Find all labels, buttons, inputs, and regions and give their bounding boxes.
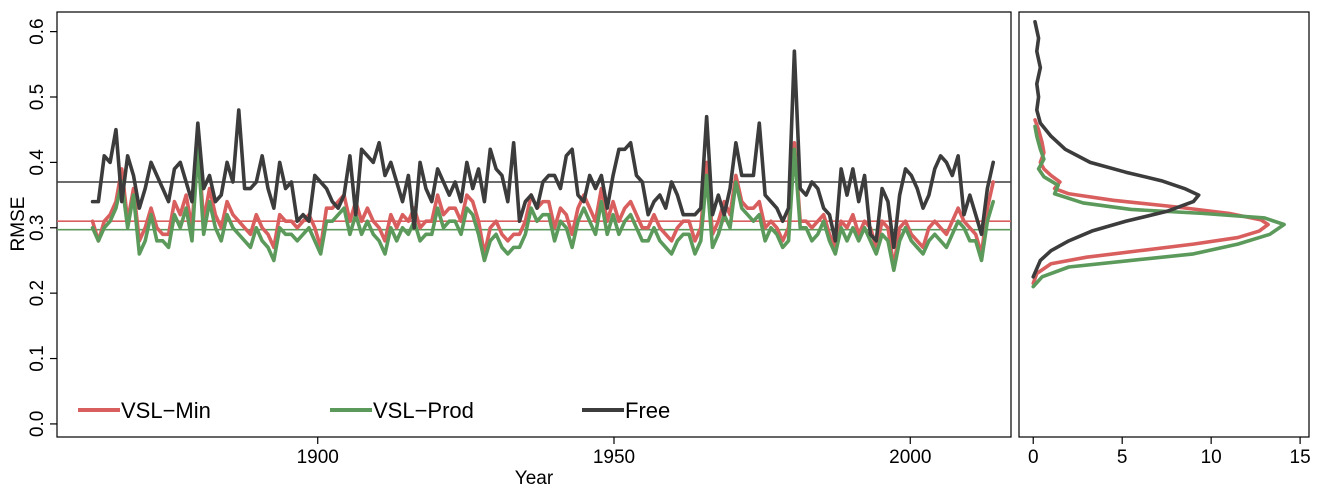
rmse-time-series-panel: 1900 1950 2000 0.00.10.20.30.40.50.6 Year … <box>8 11 1012 489</box>
y-tick-label: 0.1 <box>27 345 48 371</box>
series-lines <box>90 49 996 273</box>
y-axis-ticks: 0.0 0.1 0.2 0.3 0.4 0.5 0.6 <box>27 18 57 437</box>
y-tick-label: 0.2 <box>27 280 48 306</box>
rmse-density-panel: 0 5 10 15 <box>1018 11 1311 468</box>
y-tick-label: 0.3 <box>27 215 48 241</box>
y-tick-label: 0.0 <box>27 411 48 437</box>
density-x-tick-label: 15 <box>1290 447 1311 468</box>
x-tick-label: 1950 <box>593 447 635 468</box>
series-line-vsl-min <box>90 140 996 269</box>
density-x-tick-label: 10 <box>1201 447 1222 468</box>
y-tick-label: 0.6 <box>27 18 48 44</box>
series-line-vsl-prod <box>90 147 996 273</box>
density-x-tick-label: 5 <box>1117 447 1128 468</box>
legend-label-vsl-prod: VSL−Prod <box>373 398 474 423</box>
y-axis-label: RMSE <box>8 197 29 252</box>
density-curve-free <box>1031 20 1201 279</box>
x-axis-ticks: 1900 1950 2000 <box>297 437 931 468</box>
y-tick-label: 0.4 <box>27 149 48 176</box>
x-axis-label: Year <box>515 468 554 489</box>
series-line-free <box>90 49 996 250</box>
x-tick-label: 1900 <box>297 447 339 468</box>
density-curves <box>1031 20 1286 289</box>
density-x-axis-ticks: 0 5 10 15 <box>1028 437 1311 468</box>
legend-label-free: Free <box>625 398 670 423</box>
main-plot-frame <box>56 11 1012 438</box>
density-x-tick-label: 0 <box>1028 447 1039 468</box>
y-tick-label: 0.5 <box>27 84 48 110</box>
density-plot-frame <box>1018 11 1310 438</box>
legend: VSL−Min VSL−Prod Free <box>78 398 670 423</box>
legend-label-vsl-min: VSL−Min <box>121 398 211 423</box>
x-tick-label: 2000 <box>889 447 931 468</box>
